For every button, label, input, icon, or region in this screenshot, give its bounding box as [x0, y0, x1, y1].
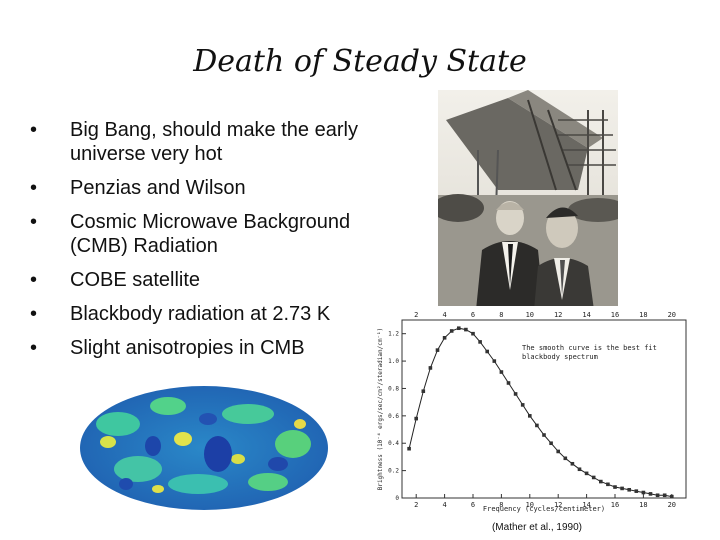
plot-frame — [401, 319, 687, 499]
x-axis-ticks-top: 2 4 6 8 10 12 14 16 18 20 — [414, 311, 676, 319]
cmb-anisotropy-map: COBE — [80, 386, 328, 510]
x-tick-label-top: 4 — [442, 311, 446, 319]
data-point — [407, 446, 411, 451]
x-tick-label: 10 — [526, 501, 534, 509]
x-tick-label-top: 2 — [414, 311, 418, 319]
x-tick-label: 18 — [639, 501, 647, 509]
data-point — [606, 482, 610, 487]
x-tick-label-top: 18 — [639, 311, 647, 319]
x-tick-label-top: 10 — [526, 311, 534, 319]
bullet-item: Cosmic Microwave Background (CMB) Radiat… — [30, 210, 370, 258]
cobe-label: COBE — [296, 499, 315, 508]
data-point — [499, 370, 504, 374]
data-point — [577, 467, 582, 472]
data-point — [549, 441, 553, 446]
data-point — [478, 340, 482, 344]
y-tick-label: 1.2 — [388, 331, 399, 338]
x-tick-label: 20 — [668, 501, 676, 509]
x-axis-label: Frequency (cycles/centimeter) — [483, 505, 605, 513]
y-axis-ticks: 0 0.2 0.4 0.6 0.8 1.0 1.2 — [388, 331, 406, 502]
x-tick-label-top: 20 — [668, 311, 676, 319]
y-tick-label: 0.8 — [388, 385, 399, 392]
data-point — [648, 492, 653, 496]
data-point — [520, 403, 525, 407]
bullet-item: Blackbody radiation at 2.73 K — [30, 302, 370, 326]
x-tick-label-top: 8 — [499, 311, 503, 319]
x-tick-label: 12 — [554, 501, 562, 509]
data-point — [620, 486, 624, 491]
data-point — [591, 475, 596, 480]
x-tick-label-top: 14 — [582, 311, 590, 319]
graph-caption-line2: blackbody spectrum — [522, 353, 598, 361]
data-point — [535, 423, 539, 428]
x-tick-label-top: 12 — [554, 311, 562, 319]
y-tick-label: 1.0 — [388, 358, 399, 365]
bullet-list: Big Bang, should make the early universe… — [30, 118, 370, 370]
citation-credit: (Mather et al., 1990) — [491, 522, 583, 533]
y-tick-label: 0.6 — [388, 413, 399, 420]
data-point — [492, 359, 497, 363]
x-tick-label: 6 — [471, 501, 475, 509]
y-tick-label: 0.2 — [388, 468, 399, 475]
y-tick-label: 0 — [395, 495, 399, 502]
data-point — [542, 433, 546, 437]
data-point — [414, 416, 418, 421]
data-point — [528, 414, 532, 418]
data-point — [449, 329, 454, 333]
data-point — [655, 493, 660, 498]
bullet-item: Slight anisotropies in CMB — [30, 336, 370, 360]
data-point — [556, 449, 560, 454]
x-axis-ticks-bottom: 2 4 6 8 10 12 14 16 18 20 — [414, 494, 676, 509]
x-tick-label-top: 6 — [471, 311, 475, 319]
data-point — [641, 490, 646, 495]
penzias-wilson-photo — [438, 90, 618, 310]
data-point — [613, 485, 617, 489]
data-point — [570, 461, 575, 466]
data-point — [457, 326, 461, 331]
data-point — [435, 348, 440, 352]
graph-caption-line1: The smooth curve is the best fit — [522, 344, 657, 352]
data-point — [442, 336, 447, 340]
blackbody-spectrum-graph: 2 4 6 8 10 12 14 16 18 20 2 4 6 8 10 12 14 16 18 20 0 0.2 0.… — [372, 306, 706, 516]
bullet-item: Penzias and Wilson — [30, 176, 370, 200]
x-tick-label-top: 16 — [611, 311, 619, 319]
x-tick-label: 4 — [442, 501, 446, 509]
data-point — [428, 366, 433, 370]
data-point — [485, 349, 489, 354]
x-tick-label: 8 — [499, 501, 503, 509]
bullet-item: Big Bang, should make the early universe… — [30, 118, 370, 166]
x-tick-label: 16 — [611, 501, 619, 509]
data-point — [634, 489, 639, 493]
data-point — [513, 392, 518, 396]
data-point — [464, 327, 468, 332]
y-axis-label: Brightness (10⁻⁴ ergs/sec/cm²/steradian/… — [377, 328, 384, 491]
x-tick-label: 2 — [414, 501, 418, 509]
data-point — [627, 487, 631, 492]
data-point — [421, 389, 426, 393]
data-point — [662, 493, 667, 498]
data-point — [563, 456, 568, 461]
x-tick-label: 14 — [582, 501, 590, 509]
data-point — [599, 479, 603, 484]
data-points — [407, 326, 674, 499]
data-point — [584, 471, 589, 476]
slide-title: Death of Steady State — [193, 44, 527, 79]
y-tick-label: 0.4 — [388, 440, 399, 447]
data-point — [670, 494, 674, 499]
data-point — [471, 331, 475, 336]
data-point — [506, 381, 511, 385]
bullet-item: COBE satellite — [30, 268, 370, 292]
